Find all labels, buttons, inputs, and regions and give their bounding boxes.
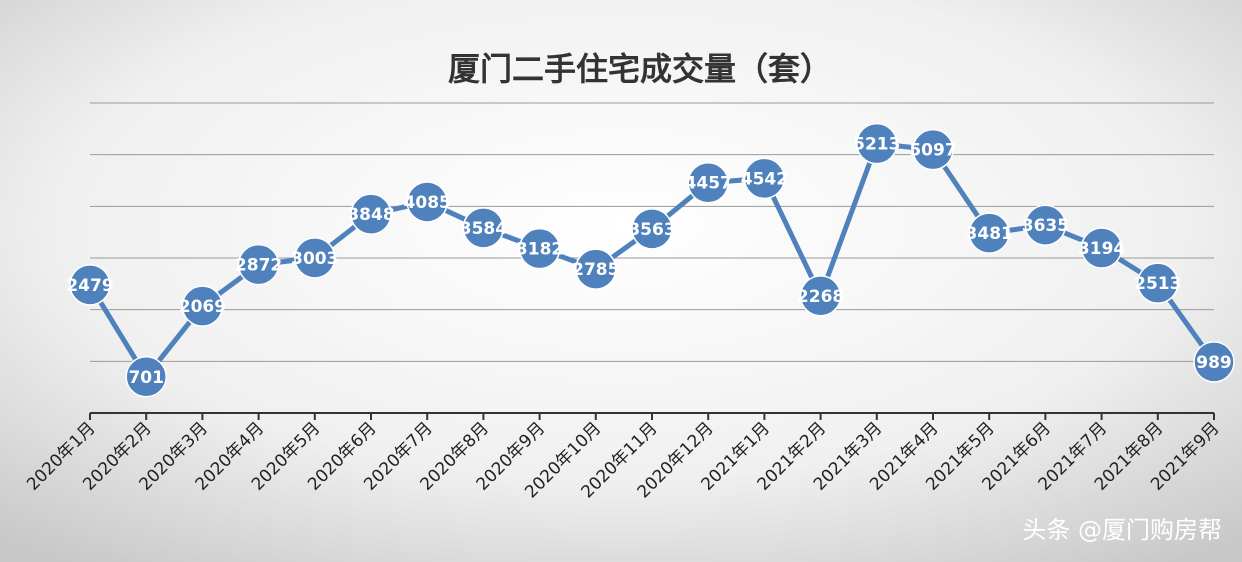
data-label: 5097 (909, 141, 956, 161)
chart-title: 厦门二手住宅成交量（套） (448, 50, 832, 88)
data-point (237, 243, 280, 286)
data-label: 701 (128, 368, 164, 388)
data-point (856, 122, 898, 165)
data-point (462, 207, 505, 249)
data-label: 2268 (797, 287, 844, 307)
data-label: 989 (1196, 353, 1232, 373)
data-point (69, 264, 111, 306)
data-point (1137, 262, 1179, 304)
data-point (743, 157, 786, 200)
data-label: 3635 (1022, 216, 1069, 236)
data-label: 3563 (628, 220, 675, 240)
data-label: 2479 (66, 276, 113, 296)
data-label: 2069 (179, 297, 226, 317)
data-label: 2513 (1134, 274, 1181, 294)
data-point (350, 193, 392, 235)
data-label: 4085 (404, 193, 451, 213)
data-label: 4542 (741, 169, 788, 189)
data-point (1080, 227, 1123, 269)
data-label: 4457 (685, 174, 732, 194)
data-label: 3003 (291, 249, 338, 269)
data-label: 3182 (516, 240, 563, 260)
data-point (406, 181, 448, 223)
data-point (631, 208, 673, 250)
data-point (294, 237, 336, 279)
data-point (575, 248, 617, 290)
data-point (912, 128, 954, 171)
data-label: 3481 (966, 224, 1013, 244)
data-label: 3584 (460, 219, 507, 239)
data-point (125, 356, 167, 398)
data-point (687, 161, 729, 204)
data-label: 2872 (235, 256, 282, 276)
data-point (518, 227, 561, 270)
data-point (1024, 204, 1067, 246)
data-label: 5213 (853, 135, 900, 155)
data-label: 2785 (572, 260, 619, 280)
data-label: 3194 (1078, 239, 1125, 259)
data-label: 3848 (347, 205, 394, 225)
watermark: 头条 @厦门购房帮 (1022, 516, 1222, 544)
data-point (181, 285, 224, 327)
data-point (968, 212, 1010, 254)
data-point (799, 275, 842, 317)
data-point (1193, 341, 1235, 383)
